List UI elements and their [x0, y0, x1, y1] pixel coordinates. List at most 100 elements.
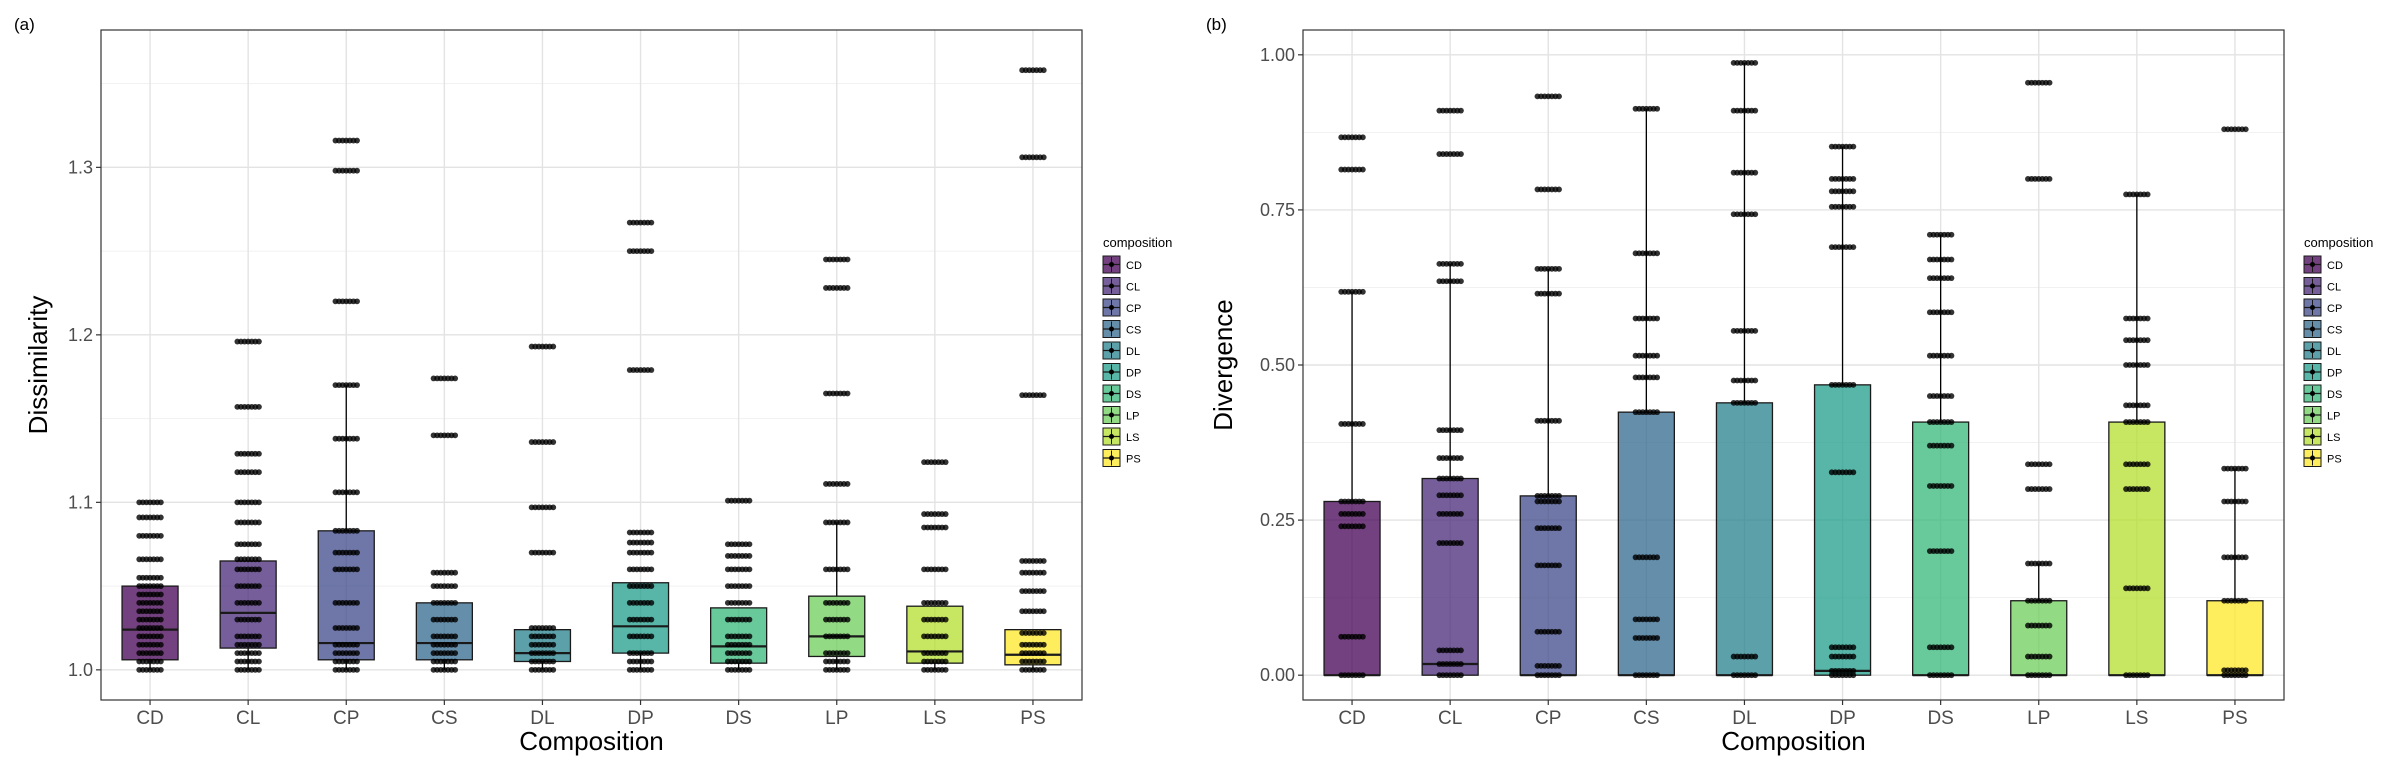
- legend-item-LP: LP: [2303, 406, 2340, 424]
- data-point: [1752, 653, 1759, 660]
- data-point: [746, 566, 753, 573]
- data-point: [746, 650, 753, 656]
- data-point: [452, 658, 459, 665]
- legend-item-CP: CP: [1102, 298, 1141, 317]
- data-point: [256, 658, 262, 665]
- legend-item-CS: CS: [1102, 320, 1141, 338]
- data-point: [1948, 309, 1955, 316]
- category-LS: [2108, 191, 2166, 679]
- data-point: [1040, 154, 1047, 161]
- data-point: [256, 616, 262, 623]
- data-point: [256, 599, 262, 606]
- panel-b: (b) 0.00 0.25 0.50 0.75 1.00 CD CL CP CS DL DP DS LP L…: [1206, 15, 2373, 756]
- legend-item-CS: CS: [2303, 320, 2342, 338]
- data-point: [1458, 661, 1464, 667]
- data-point: [1458, 475, 1464, 482]
- y-tick-label: 1.0: [68, 660, 93, 680]
- data-point: [648, 549, 655, 556]
- data-point: [1458, 455, 1464, 461]
- legend-key-point: [1109, 305, 1114, 310]
- y-axis: 1.0 1.1 1.2 1.3: [68, 157, 101, 680]
- data-point: [256, 633, 262, 640]
- legend-key-point: [1109, 348, 1114, 353]
- data-point: [1948, 644, 1955, 651]
- data-point: [1040, 630, 1047, 636]
- data-point: [2046, 672, 2053, 679]
- box: [1715, 402, 1774, 676]
- legend-item-CL: CL: [2303, 277, 2341, 295]
- data-point: [648, 367, 655, 373]
- category-DP: [611, 219, 670, 673]
- data-point: [1040, 558, 1047, 564]
- data-point: [1948, 419, 1955, 425]
- x-tick-label: DL: [1732, 708, 1756, 729]
- data-point: [1556, 628, 1562, 635]
- data-point: [1458, 151, 1464, 157]
- data-point: [746, 541, 753, 548]
- data-point: [1850, 667, 1857, 674]
- data-point: [2242, 498, 2249, 505]
- data-point: [2242, 672, 2249, 679]
- data-point: [2242, 126, 2249, 133]
- data-point: [2144, 486, 2151, 492]
- legend-label: LP: [1126, 411, 1139, 423]
- data-point: [1040, 392, 1047, 399]
- data-point: [844, 658, 851, 665]
- data-point: [550, 641, 557, 648]
- data-point: [1654, 616, 1661, 623]
- legend-label: CS: [1126, 325, 1141, 337]
- data-point: [648, 529, 655, 536]
- data-point: [1040, 588, 1047, 595]
- legend-label: DL: [2327, 346, 2341, 358]
- data-point: [354, 641, 360, 648]
- data-point: [2242, 465, 2249, 472]
- data-point: [1458, 672, 1464, 679]
- data-point: [452, 650, 459, 656]
- data-point: [256, 403, 262, 410]
- legend-item-PS: PS: [1102, 449, 1141, 467]
- data-point: [2046, 486, 2053, 492]
- data-point: [942, 666, 949, 673]
- legend-item-DP: DP: [1102, 363, 1141, 381]
- legend-label: DP: [2327, 368, 2342, 380]
- data-point: [1556, 662, 1562, 669]
- data-point: [2046, 79, 2053, 86]
- data-point: [550, 343, 557, 350]
- panel-border: [100, 29, 1083, 701]
- data-point: [1040, 650, 1047, 656]
- data-point: [1040, 569, 1047, 576]
- data-point: [1458, 540, 1464, 546]
- data-point: [157, 625, 164, 631]
- data-point: [2046, 597, 2053, 604]
- data-point: [1359, 498, 1366, 505]
- data-point: [1556, 93, 1562, 100]
- category-DL: [513, 343, 572, 673]
- data-point: [1556, 417, 1562, 424]
- legend-item-DL: DL: [2303, 341, 2341, 360]
- y-tick-label: 1.00: [1260, 45, 1295, 65]
- category-CP: [1519, 93, 1577, 679]
- box: [1813, 384, 1872, 676]
- box: [808, 595, 866, 658]
- data-point: [1654, 554, 1661, 561]
- data-point: [1752, 672, 1759, 679]
- data-point: [844, 285, 851, 291]
- data-point: [256, 519, 262, 526]
- data-point: [1850, 672, 1857, 679]
- x-tick-label: CL: [1438, 708, 1462, 729]
- data-point: [1850, 644, 1857, 651]
- data-point: [1654, 374, 1661, 381]
- data-point: [157, 591, 164, 598]
- legend-key-point: [1109, 326, 1114, 332]
- data-point: [1948, 393, 1955, 399]
- x-tick-label: CS: [431, 708, 457, 729]
- x-tick-label: PS: [2222, 708, 2247, 729]
- data-point: [354, 137, 360, 144]
- data-point: [2144, 191, 2151, 198]
- data-point: [1850, 381, 1857, 388]
- legend-item-DL: DL: [1102, 341, 1140, 360]
- legend-item-CD: CD: [1102, 255, 1142, 274]
- category-LP: [2010, 79, 2068, 679]
- data-point: [1359, 523, 1366, 530]
- data-point: [2046, 175, 2053, 182]
